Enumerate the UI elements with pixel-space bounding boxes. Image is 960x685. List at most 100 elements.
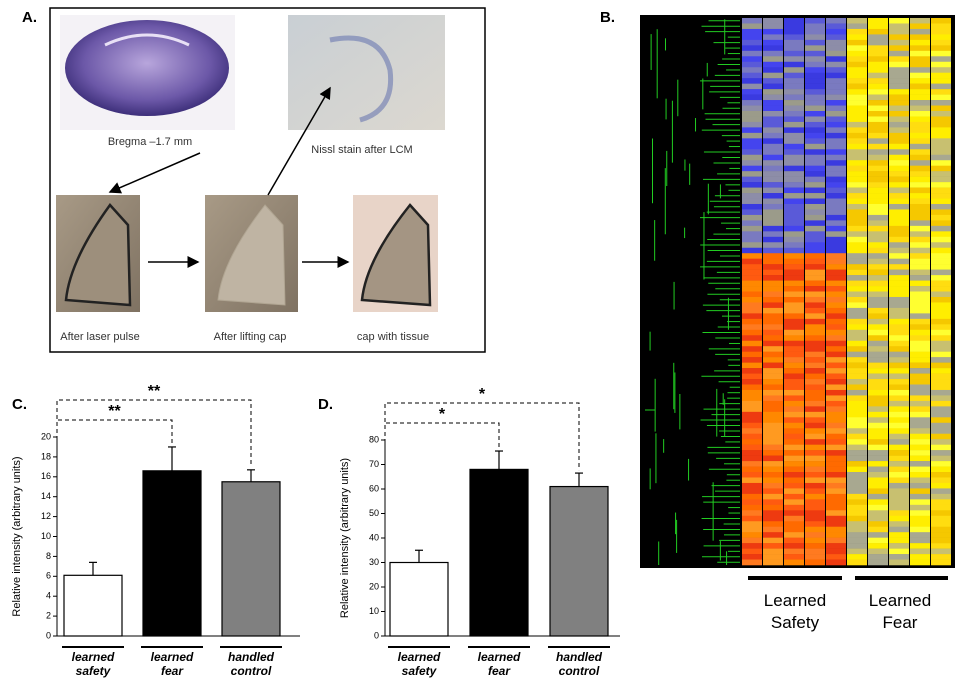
heat-cell [868, 406, 888, 413]
heat-cell [784, 346, 804, 352]
heat-cell [847, 499, 867, 506]
heat-cell [868, 225, 888, 232]
heat-cell [784, 143, 804, 150]
category-text: handled control [548, 646, 610, 678]
heat-cell [868, 94, 888, 101]
heat-cell [805, 554, 825, 560]
heat-cell [742, 307, 762, 314]
heat-cell [742, 357, 762, 363]
heat-cell [763, 94, 783, 101]
heat-cell [826, 116, 846, 123]
heat-cell [889, 264, 909, 270]
heat-cell [826, 193, 846, 199]
heat-cell [889, 56, 909, 63]
heat-cell [784, 395, 804, 402]
heat-cell [826, 160, 846, 166]
heat-cell [910, 510, 930, 517]
heat-cell [784, 368, 804, 374]
heat-cell [742, 286, 762, 292]
heat-cell [784, 214, 804, 221]
heat-cell [763, 50, 783, 57]
panel-label: C. [12, 396, 27, 413]
heat-cell [763, 132, 783, 139]
heat-cell [784, 466, 804, 473]
heat-cell [910, 422, 930, 429]
tissue-outline [360, 203, 432, 307]
heat-cell [910, 67, 930, 73]
heat-cell [847, 105, 867, 112]
heat-cell [763, 280, 783, 287]
heat-cell [826, 532, 846, 538]
heat-cell [931, 543, 951, 549]
heat-cell [889, 466, 909, 473]
heat-cell [847, 203, 867, 210]
bar [549, 485, 609, 637]
heat-cell [826, 187, 846, 194]
heat-cell [784, 515, 804, 522]
y-tick-label: 60 [369, 483, 379, 493]
heat-cell [784, 94, 804, 101]
heat-cell [742, 78, 762, 84]
heat-cell [826, 346, 846, 352]
heat-cell [826, 537, 846, 544]
heat-cell [931, 444, 951, 451]
heat-cell [784, 543, 804, 549]
heat-cell [910, 296, 930, 303]
heat-cell [826, 406, 846, 413]
heat-cell [763, 127, 783, 134]
heat-cell [910, 559, 930, 566]
heat-cell [931, 395, 951, 402]
heat-cell [784, 121, 804, 128]
heat-cell [868, 67, 888, 73]
heat-cell [826, 127, 846, 134]
heat-cell [805, 461, 825, 467]
heat-cell [826, 110, 846, 117]
heat-cell [910, 182, 930, 188]
heat-cell [847, 488, 867, 495]
heat-cell [847, 165, 867, 172]
heat-cell [826, 89, 846, 95]
heat-cell [868, 554, 888, 560]
heat-cell [910, 428, 930, 435]
heat-cell [847, 154, 867, 161]
heat-cell [847, 236, 867, 243]
heat-cell [847, 455, 867, 462]
heat-cell [910, 368, 930, 374]
heat-cell [931, 280, 951, 287]
heat-cell [931, 149, 951, 156]
heat-cell [868, 499, 888, 506]
heat-cell [931, 433, 951, 440]
heat-cell [763, 160, 783, 166]
heat-cell [742, 198, 762, 205]
heat-cell [742, 247, 762, 254]
heat-cell [868, 264, 888, 270]
tissue-lifted [217, 204, 286, 306]
heat-cell [868, 346, 888, 352]
heat-cell [910, 302, 930, 309]
heat-cell [889, 203, 909, 210]
heat-cell [763, 379, 783, 385]
heat-cell [931, 231, 951, 238]
heat-cell [742, 269, 762, 276]
heat-cell [868, 247, 888, 254]
heat-cell [847, 182, 867, 188]
heat-cell [826, 275, 846, 281]
y-axis-label: Relative intensity (arbitrary units) [11, 456, 23, 616]
heat-cell [763, 165, 783, 172]
heat-cell [805, 28, 825, 35]
y-tick-label: 50 [369, 508, 379, 518]
heat-cell [847, 428, 867, 435]
heat-cell [868, 329, 888, 336]
heat-cell [784, 127, 804, 134]
heat-cell [847, 50, 867, 57]
heat-cell [931, 362, 951, 369]
heat-cell [784, 72, 804, 79]
heat-cell [847, 45, 867, 52]
heat-cell [826, 253, 846, 259]
heat-cell [847, 39, 867, 46]
heat-cell [931, 482, 951, 489]
heat-cell [826, 209, 846, 216]
heat-cell [763, 395, 783, 402]
heat-cell [910, 116, 930, 123]
heat-cell [763, 444, 783, 451]
